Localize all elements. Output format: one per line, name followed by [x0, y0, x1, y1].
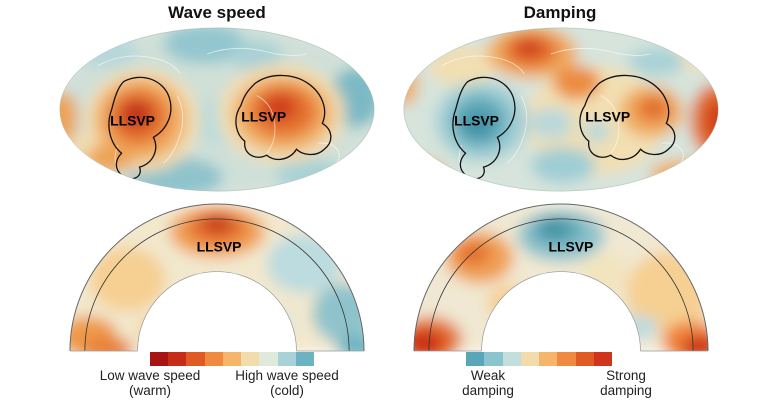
llsvp-label: LLSVP: [454, 112, 499, 128]
damping-title: Damping: [523, 3, 597, 22]
core-region: [137, 271, 297, 353]
core-mantle-arc: [137, 271, 297, 352]
damping-colorbar: [466, 352, 612, 366]
wave-speed-title: Wave speed: [168, 3, 266, 22]
wave-speed-colorbar: [150, 352, 314, 366]
llsvp-outline-pacific: [452, 76, 516, 180]
llsvp-label: LLSVP: [549, 239, 594, 255]
wave-high-label: High wave speed (cold): [222, 368, 352, 398]
legend-line: Weak: [470, 368, 506, 383]
damping-cross-section: LLSVP: [413, 203, 709, 353]
damping-map: LLSVP LLSVP: [403, 27, 719, 192]
legend-line: Strong: [606, 368, 646, 383]
surface-arc: [69, 203, 365, 352]
legend-line: Low wave speed: [99, 368, 201, 383]
legend-line: damping: [462, 383, 514, 399]
llsvp-label: LLSVP: [110, 112, 155, 128]
legend-line: High wave speed: [235, 368, 339, 383]
layer-boundary-arc: [84, 218, 350, 352]
legend-line: (cold): [270, 383, 304, 399]
llsvp-label: LLSVP: [197, 239, 242, 255]
core-mantle-arc: [481, 271, 641, 352]
surface-arc: [413, 203, 709, 352]
damping-strong-label: Strong damping: [566, 368, 686, 398]
damping-weak-label: Weak damping: [428, 368, 548, 398]
legend-line: (warm): [129, 383, 171, 399]
wave-low-label: Low wave speed (warm): [85, 368, 215, 398]
llsvp-outline-africa: [579, 74, 676, 161]
llsvp-label: LLSVP: [585, 108, 630, 124]
coastlines: [441, 47, 684, 174]
llsvp-outline-africa: [235, 74, 332, 161]
llsvp-outline-pacific: [108, 76, 172, 180]
layer-boundary-arc: [428, 218, 694, 352]
core-region: [481, 271, 641, 353]
wave-speed-map: LLSVP LLSVP: [59, 27, 375, 192]
legend-line: damping: [600, 383, 652, 399]
wave-speed-cross-section: LLSVP: [69, 203, 365, 353]
llsvp-label: LLSVP: [241, 108, 286, 124]
